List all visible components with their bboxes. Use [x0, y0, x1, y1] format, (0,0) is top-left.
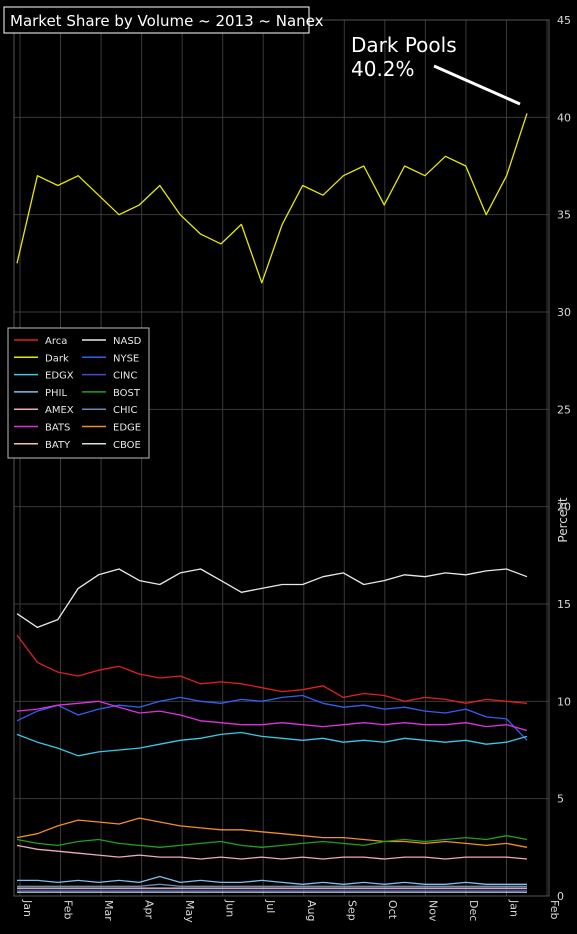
series-line-phil — [17, 875, 527, 885]
y-tick-label: 0 — [557, 890, 564, 903]
series-line-amex — [16, 844, 528, 860]
legend-label-bost: BOST — [113, 388, 141, 399]
y-tick-label: 5 — [557, 793, 564, 806]
x-tick-label: Apr — [143, 900, 156, 920]
x-tick-label: Mar — [102, 900, 115, 921]
x-tick-label: Oct — [386, 900, 399, 920]
y-tick-label: 40 — [557, 111, 571, 124]
legend-label-bats: BATS — [45, 423, 70, 434]
y-axis-label: Percent — [556, 497, 570, 542]
legend-box — [7, 327, 150, 459]
legend-label-edgx: EDGX — [45, 371, 74, 382]
chart-title: Market Share by Volume ~ 2013 ~ Nanex — [10, 12, 324, 30]
x-tick-label: Dec — [467, 900, 480, 921]
x-tick-label: Jan — [21, 899, 34, 917]
legend-label-amex: AMEX — [45, 405, 74, 416]
y-axis-ticks: 0 5 10 15 20 25 30 35 40 45 — [557, 14, 571, 903]
series-line-edge — [16, 817, 528, 848]
legend-label-arca: Arca — [45, 336, 67, 347]
series-lines — [16, 113, 528, 893]
series-line-arca — [16, 634, 528, 704]
legend-label-baty: BATY — [45, 440, 71, 451]
x-tick-label: Sep — [345, 900, 358, 921]
x-tick-label: Jul — [264, 899, 277, 913]
annotation-arrow — [433, 64, 521, 106]
y-tick-label: 10 — [557, 695, 571, 708]
x-tick-label: Nov — [426, 900, 439, 922]
x-tick-label: Feb — [62, 900, 75, 919]
y-tick-label: 30 — [557, 306, 571, 319]
y-tick-label: 35 — [557, 209, 571, 222]
y-tick-label: 20 — [557, 501, 571, 514]
x-tick-label: Jan — [507, 899, 520, 917]
legend-label-cinc: CINC — [113, 371, 137, 382]
series-line-chic — [17, 883, 527, 887]
legend-label-phil: PHIL — [45, 388, 67, 399]
legend-label-nasd: NASD — [113, 336, 142, 347]
series-line-nasd — [16, 568, 528, 629]
series-line-dark — [16, 113, 528, 284]
legend-label-nyse: NYSE — [113, 353, 139, 364]
x-tick-label: Jun — [224, 899, 237, 917]
title-box — [3, 6, 310, 34]
y-tick-label: 45 — [557, 14, 571, 27]
x-axis-ticks: Jan Feb Mar Apr May Jun Jul Aug Sep Oct Nov Dec Jan F… — [21, 899, 561, 923]
legend-label-dark: Dark — [45, 353, 69, 364]
annotation-label: Dark Pools — [351, 33, 457, 57]
annotation-value: 40.2% — [351, 57, 415, 81]
y-tick-label: 25 — [557, 403, 571, 416]
series-line-nyse — [16, 694, 528, 741]
y-tick-label: 15 — [557, 598, 571, 611]
series-line-bost — [16, 835, 528, 848]
series-line-bats — [16, 700, 528, 732]
x-tick-label: Feb — [548, 900, 561, 919]
series-line-edgx — [16, 731, 528, 757]
legend-label-cboe: CBOE — [113, 440, 141, 451]
x-tick-label: May — [183, 900, 196, 923]
legend-label-edge: EDGE — [113, 423, 141, 434]
x-tick-label: Aug — [305, 900, 318, 921]
legend-label-chic: CHIC — [113, 405, 137, 416]
legend: Arca Dark EDGX PHIL AMEX BATS BATY NASD NYSE CINC… — [14, 336, 142, 451]
